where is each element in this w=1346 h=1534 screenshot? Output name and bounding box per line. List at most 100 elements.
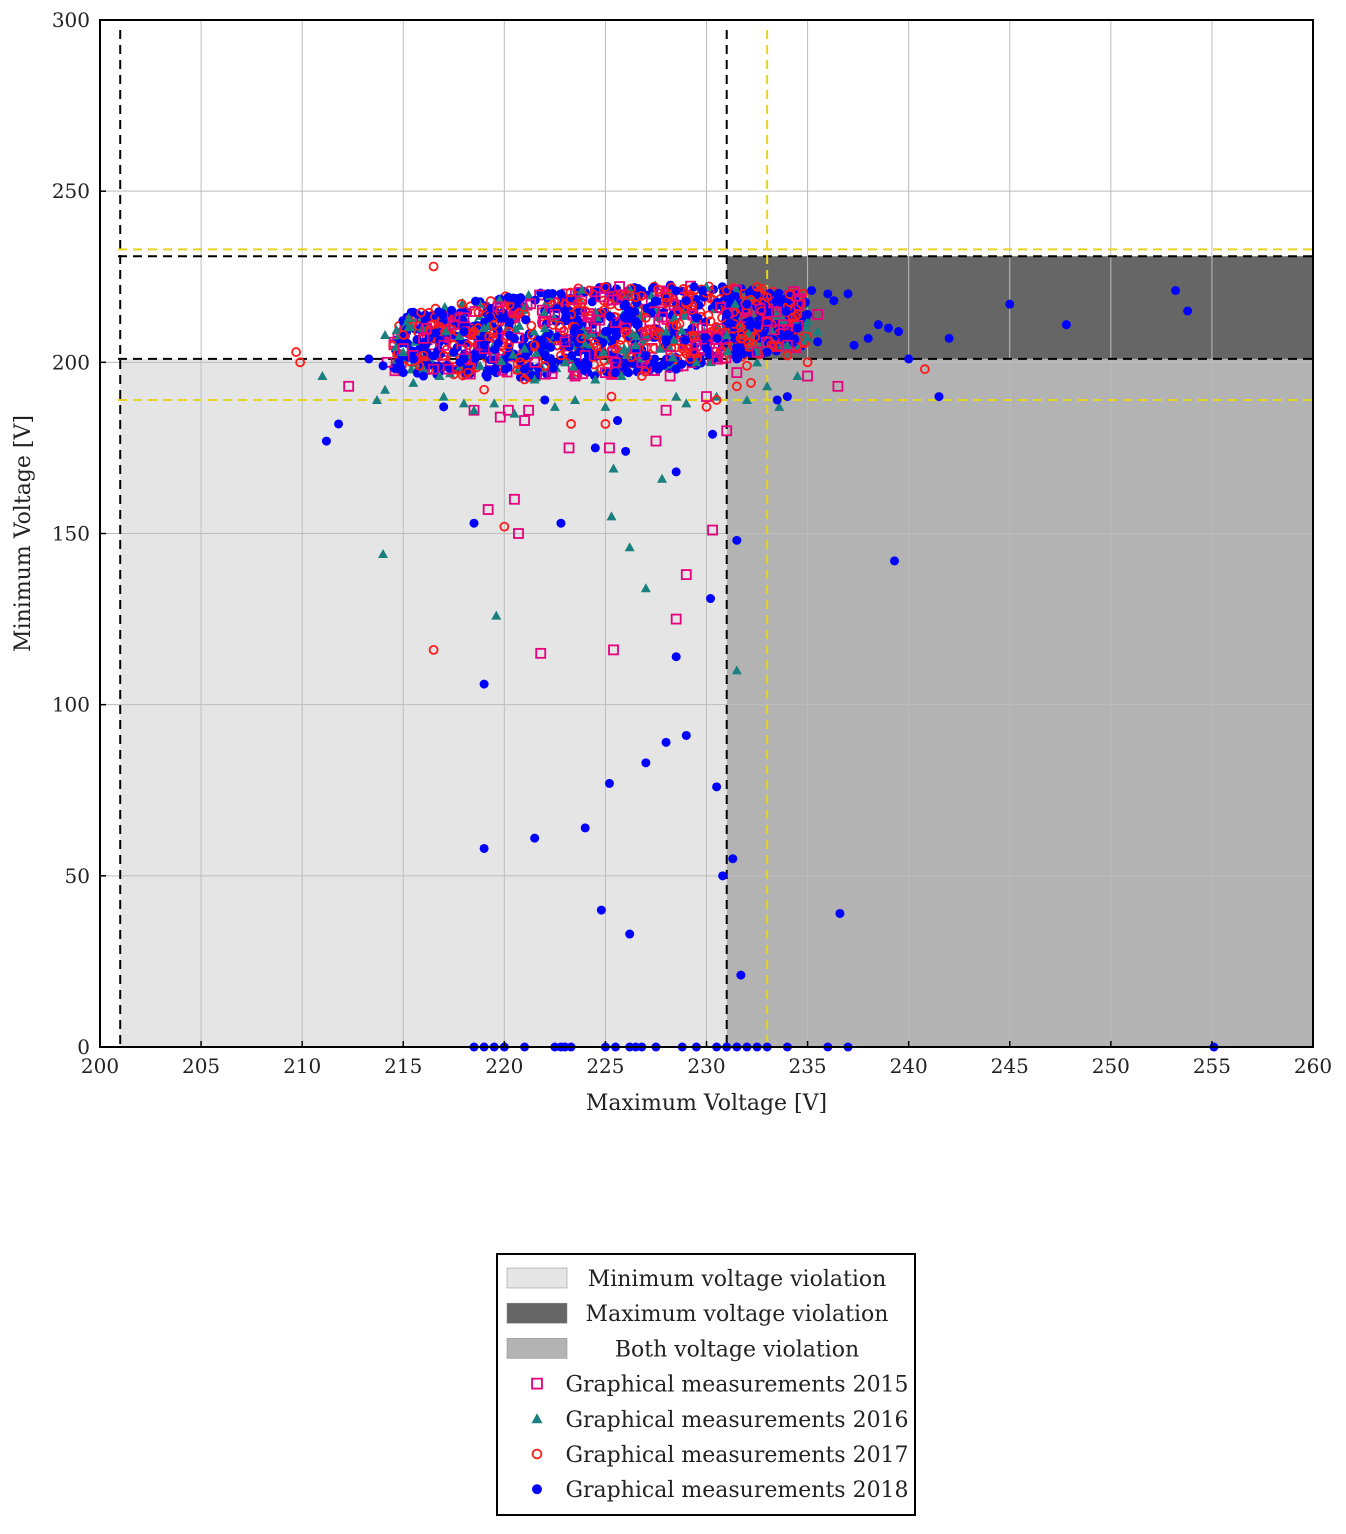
point-graphical-measurements-2018-111 [611,368,621,378]
y-tick-label-0: 0 [77,1035,90,1059]
point-graphical-measurements-2015-46 [664,370,676,382]
cluster-point-graphical-measurements-2016 [439,302,450,312]
point-graphical-measurements-2015-34 [761,315,773,327]
point-graphical-measurements-2017-20 [651,330,661,340]
cluster-point-graphical-measurements-2018 [433,347,443,357]
x-tick-label-225: 225 [586,1054,624,1078]
x-tick-label-200: 200 [81,1054,119,1078]
point-graphical-measurements-2015-48 [715,302,727,313]
cluster-point-graphical-measurements-2018 [521,351,531,361]
point-graphical-measurements-2015-2 [418,332,429,344]
cluster-point-graphical-measurements-2017 [599,305,609,316]
point-graphical-measurements-2015-12 [535,647,547,659]
cluster-point-graphical-measurements-2015 [610,357,621,369]
point-graphical-measurements-2018-46 [708,429,718,439]
point-graphical-measurements-2015-32 [731,367,743,379]
point-graphical-measurements-2018-17 [540,395,550,405]
point-graphical-measurements-2017-24 [711,395,722,405]
point-graphical-measurements-2017-3 [428,644,439,655]
point-graphical-measurements-2018-86 [418,371,428,381]
cluster-point-graphical-measurements-2016 [668,334,679,344]
cluster-point-graphical-measurements-2018 [722,292,732,302]
cluster-point-graphical-measurements-2015 [525,298,537,310]
point-graphical-measurements-2018-89 [509,333,519,343]
cluster-point-graphical-measurements-2016 [631,331,642,341]
point-graphical-measurements-2018-2 [364,354,374,364]
cluster-point-graphical-measurements-2018 [408,307,418,317]
cluster-point-graphical-measurements-2018 [424,333,434,343]
cluster-point-graphical-measurements-2018 [447,305,457,315]
point-graphical-measurements-2016-22 [657,473,668,483]
point-graphical-measurements-2016-38 [519,343,530,353]
region-both-voltage-violation [726,358,1313,1047]
cluster-point-graphical-measurements-2015 [607,294,619,306]
point-graphical-measurements-2016-2 [378,549,389,559]
point-graphical-measurements-2018-73 [883,323,893,333]
point-graphical-measurements-2017-0 [291,347,302,357]
cluster-point-graphical-measurements-2017 [690,347,701,358]
point-graphical-measurements-2015-45 [636,356,648,368]
point-graphical-measurements-2018-38 [661,737,671,747]
cluster-point-graphical-measurements-2016 [494,294,505,304]
point-graphical-measurements-2017-21 [661,292,671,303]
cluster-point-graphical-measurements-2015 [508,310,520,322]
y-axis-label: Minimum Voltage [V] [11,415,36,652]
point-graphical-measurements-2017-13 [580,306,591,316]
point-graphical-measurements-2015-27 [680,569,692,580]
cluster-point-graphical-measurements-2016 [531,348,542,358]
point-graphical-measurements-2016-30 [762,381,773,391]
point-graphical-measurements-2016-5 [398,347,409,357]
point-graphical-measurements-2015-26 [670,613,682,625]
point-graphical-measurements-2018-25 [590,443,600,453]
cluster-point-graphical-measurements-2016 [800,322,811,332]
cluster-point-graphical-measurements-2016 [655,343,666,353]
legend-swatch-graphical-measurements-2017 [531,1448,543,1460]
x-tick-label-205: 205 [182,1054,220,1078]
x-tick-label-230: 230 [687,1054,725,1078]
cluster-point-graphical-measurements-2016 [731,284,742,294]
point-graphical-measurements-2016-28 [731,665,742,675]
point-graphical-measurements-2018-108 [681,296,691,306]
cluster-point-graphical-measurements-2018 [667,323,677,333]
point-graphical-measurements-2015-20 [608,644,619,656]
point-graphical-measurements-2016-43 [691,357,702,367]
point-graphical-measurements-2018-31 [621,446,631,456]
point-graphical-measurements-2016-12 [509,408,520,418]
x-axis-label: Maximum Voltage [V] [586,1091,827,1116]
cluster-point-graphical-measurements-2018 [771,296,781,306]
cluster-point-graphical-measurements-2016 [676,325,687,335]
point-graphical-measurements-2017-26 [731,381,742,392]
point-graphical-measurements-2018-85 [398,368,408,378]
cluster-point-graphical-measurements-2018 [471,296,481,306]
x-tick-label-235: 235 [788,1054,826,1078]
point-graphical-measurements-2018-70 [849,340,859,350]
point-graphical-measurements-2018-82 [1183,306,1193,316]
point-graphical-measurements-2018-44 [697,285,707,295]
point-graphical-measurements-2018-66 [829,296,839,306]
cluster-point-graphical-measurements-2015 [610,317,621,328]
point-graphical-measurements-2018-36 [641,758,651,768]
cluster-point-graphical-measurements-2017 [784,289,795,300]
cluster-point-graphical-measurements-2015 [711,353,722,365]
cluster-point-graphical-measurements-2017 [599,355,610,366]
region-maximum-voltage-violation [726,256,1313,359]
point-graphical-measurements-2016-31 [774,401,785,411]
point-graphical-measurements-2016-10 [489,398,500,408]
point-graphical-measurements-2015-40 [458,312,470,324]
legend-label-maximum-voltage-violation: Maximum voltage violation [586,1302,889,1327]
point-graphical-measurements-2018-6 [459,327,469,337]
cluster-point-graphical-measurements-2015 [595,291,607,303]
cluster-point-graphical-measurements-2015 [754,303,766,315]
legend-label-graphical-measurements-2016: Graphical measurements 2016 [565,1408,908,1433]
cluster-point-graphical-measurements-2018 [490,364,500,374]
cluster-point-graphical-measurements-2018 [671,286,681,296]
point-graphical-measurements-2016-44 [752,357,763,367]
violation-regions [120,256,1313,1047]
cluster-point-graphical-measurements-2017 [626,283,636,294]
point-graphical-measurements-2018-101 [580,357,590,367]
point-graphical-measurements-2017-17 [606,391,617,402]
cluster-point-graphical-measurements-2018 [725,318,735,328]
legend-swatch-graphical-measurements-2016 [531,1413,543,1424]
